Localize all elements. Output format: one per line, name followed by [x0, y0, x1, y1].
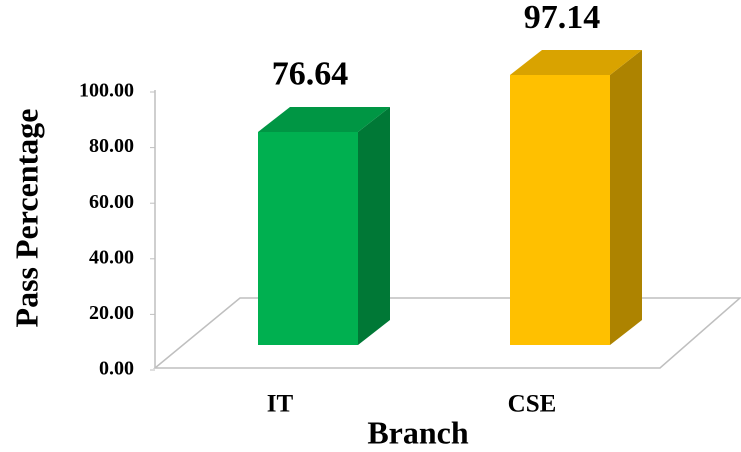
y-tick-label: 40.00 [89, 246, 134, 268]
y-tick-label: 20.00 [89, 302, 134, 324]
x-tick-label: IT [267, 391, 294, 418]
bar [510, 49, 642, 345]
y-tick-label: 0.00 [99, 358, 134, 380]
data-label: 97.14 [524, 0, 601, 36]
y-tick-label: 80.00 [89, 135, 134, 157]
y-axis-title: Pass Percentage [8, 109, 44, 328]
y-tick-label: 100.00 [79, 80, 134, 102]
bar-top [258, 106, 390, 132]
x-tick-label: CSE [508, 391, 557, 418]
bar-front [510, 74, 610, 345]
bar-side [610, 49, 642, 345]
data-label: 76.64 [272, 56, 349, 93]
x-axis-title: Branch [367, 414, 469, 450]
y-tick-label: 60.00 [89, 191, 134, 213]
floor [152, 297, 741, 369]
bar-top [510, 49, 642, 75]
bar-side [358, 106, 390, 346]
bar-front [258, 131, 358, 345]
bar [258, 106, 390, 346]
